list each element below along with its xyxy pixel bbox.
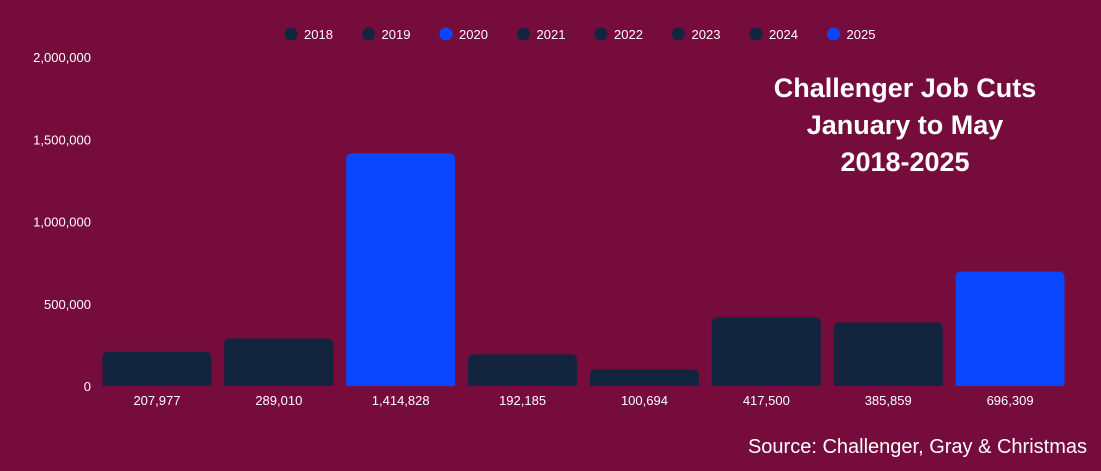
legend-swatch: [439, 27, 453, 41]
legend-label: 2019: [382, 27, 411, 42]
chart-title-line-3: 2018-2025: [840, 147, 970, 177]
legend-label: 2021: [537, 27, 566, 42]
bar: [468, 354, 578, 386]
bar-value-label: 192,185: [499, 393, 546, 408]
x-value-labels: 207,977 289,010 1,414,828 192,185 100,694 417…: [133, 393, 1033, 408]
bar: [224, 338, 334, 386]
y-tick-label: 0: [84, 379, 91, 394]
legend-label: 2023: [692, 27, 721, 42]
y-axis: 0 500,000 1,000,000 1,500,000 2,000,000: [33, 50, 91, 394]
chart-title-line-2: January to May: [806, 110, 1004, 140]
bar-value-label: 417,500: [743, 393, 790, 408]
legend-label: 2022: [614, 27, 643, 42]
bar-value-label: 207,977: [133, 393, 180, 408]
bar-value-label: 385,859: [865, 393, 912, 408]
legend-swatch: [827, 27, 840, 41]
bar-value-label: 1,414,828: [372, 393, 430, 408]
source-note: Source: Challenger, Gray & Christmas: [747, 436, 1087, 458]
bar: [589, 369, 699, 386]
bar-value-label: 100,694: [621, 393, 668, 408]
bars: [102, 153, 1065, 386]
bar: [102, 351, 212, 386]
legend-swatch: [517, 27, 530, 41]
chart-title: Challenger Job Cuts January to May 2018-…: [735, 70, 1075, 181]
chart-title-line-1: Challenger Job Cuts: [773, 73, 1037, 103]
legend-swatch: [362, 27, 375, 41]
bar-value-label: 696,309: [987, 393, 1034, 408]
legend-swatch: [749, 27, 763, 41]
legend-swatch: [594, 27, 608, 41]
y-tick-label: 500,000: [44, 297, 91, 312]
legend-label: 2018: [304, 27, 333, 42]
legend-swatch: [672, 27, 685, 41]
legend: 2018 2019 2020 2021 2022 2023 2024 2025: [284, 27, 876, 42]
y-tick-label: 1,500,000: [33, 132, 91, 147]
legend-swatch: [284, 27, 298, 41]
legend-label: 2020: [459, 27, 488, 42]
legend-label: 2024: [769, 27, 798, 42]
y-tick-label: 1,000,000: [33, 215, 91, 230]
bar: [711, 317, 821, 386]
bar: [833, 322, 943, 386]
bar: [346, 153, 456, 386]
bar-value-label: 289,010: [255, 393, 302, 408]
legend-label: 2025: [847, 27, 876, 42]
y-tick-label: 2,000,000: [33, 50, 91, 65]
bar: [955, 271, 1065, 386]
